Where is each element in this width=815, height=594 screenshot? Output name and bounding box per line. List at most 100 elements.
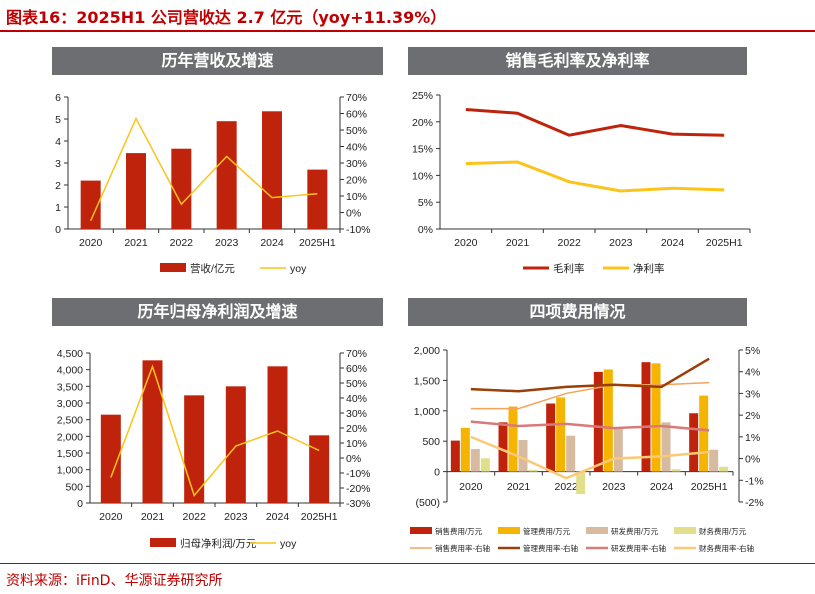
- x-tick-label: 2020: [79, 237, 103, 249]
- y2-tick-label: 3%: [745, 388, 760, 400]
- legend-label: 管理费用率-右轴: [523, 543, 578, 553]
- figure-title: 图表16：2025H1 公司营收达 2.7 亿元（yoy+11.39%）: [6, 8, 447, 27]
- legend-label: 归母净利润/万元: [180, 537, 257, 550]
- y-tick-label: 2,000: [414, 345, 440, 357]
- y-tick-label: 4,000: [57, 365, 83, 377]
- bar-3-0: [450, 440, 460, 472]
- bar-2-0: [225, 386, 246, 503]
- y-tick-label: 0: [77, 498, 83, 510]
- x-tick-label: 2021: [506, 237, 530, 249]
- y-tick-label: 3,000: [57, 398, 83, 410]
- legend-label: 管理费用/万元: [523, 526, 571, 536]
- y-tick-label: 3: [55, 158, 61, 170]
- x-tick-label: 2023: [215, 237, 239, 249]
- x-tick-label: 2024: [260, 237, 284, 249]
- y-tick-label: 1: [55, 202, 61, 214]
- line-series-1-0: [465, 107, 725, 137]
- line-series-0-1: [89, 116, 318, 222]
- legend-label: 毛利率: [553, 262, 585, 275]
- y-tick-label: 6: [55, 92, 61, 104]
- bar-3-3: [480, 458, 490, 472]
- legend-label: 销售费用率-右轴: [435, 543, 490, 553]
- bar-3-3: [576, 471, 586, 495]
- y2-tick-label: 60%: [346, 109, 367, 121]
- y-tick-label: 15%: [412, 144, 433, 156]
- y2-tick-label: 0%: [745, 454, 760, 466]
- y2-tick-label: 70%: [346, 348, 367, 360]
- bar-2-0: [309, 435, 330, 503]
- y2-tick-label: 40%: [346, 393, 367, 405]
- y2-tick-label: 2%: [745, 410, 760, 422]
- y2-tick-label: -10%: [346, 468, 371, 480]
- legend-swatch: [150, 538, 176, 547]
- legend-swatch: [498, 527, 520, 534]
- y-tick-label: 1,500: [414, 375, 440, 387]
- bar-3-2: [470, 449, 480, 472]
- y-tick-label: 2: [55, 180, 61, 192]
- y-tick-label: 1,000: [57, 465, 83, 477]
- bar-0-0: [307, 169, 328, 229]
- y-tick-label: 5%: [418, 197, 433, 209]
- line-series-1-1: [465, 160, 725, 193]
- y2-tick-label: 60%: [346, 363, 367, 375]
- y-tick-label: 25%: [412, 90, 433, 102]
- y-tick-label: 2,000: [57, 431, 83, 443]
- legend-label: 财务费用/万元: [699, 526, 747, 536]
- y-tick-label: 4: [55, 136, 61, 148]
- x-tick-label: 2022: [170, 237, 194, 249]
- x-tick-label: 2024: [266, 511, 290, 523]
- bar-3-2: [566, 435, 576, 472]
- legend-label: 营收/亿元: [190, 262, 235, 275]
- y2-tick-label: 4%: [745, 367, 760, 379]
- y-tick-label: 5: [55, 114, 61, 126]
- y2-tick-label: 50%: [346, 378, 367, 390]
- y2-tick-label: 0%: [346, 208, 361, 220]
- panel-title-netprofit: 历年归母净利润及增速: [52, 298, 383, 326]
- x-tick-label: 2021: [124, 237, 148, 249]
- line-series-2-1: [110, 364, 320, 498]
- y-tick-label: 2,500: [57, 415, 83, 427]
- y2-tick-label: 20%: [346, 175, 367, 187]
- bar-3-0: [593, 371, 603, 472]
- footer-rule: [0, 563, 815, 564]
- bar-0-0: [216, 121, 237, 229]
- x-tick-label: 2025H1: [691, 481, 728, 493]
- line-series-3-6: [470, 420, 710, 432]
- x-tick-label: 2021: [141, 511, 165, 523]
- bar-3-1: [508, 406, 518, 472]
- y-tick-label: 3,500: [57, 381, 83, 393]
- bar-3-0: [498, 422, 508, 472]
- x-tick-label: 2022: [554, 481, 578, 493]
- bar-2-0: [100, 414, 121, 503]
- x-tick-label: 2023: [224, 511, 248, 523]
- legend-label: 财务费用率-右轴: [699, 543, 754, 553]
- legend-label: 净利率: [633, 262, 665, 275]
- bar-3-1: [556, 397, 566, 472]
- y-tick-label: 1,500: [57, 448, 83, 460]
- x-tick-label: 2020: [459, 481, 483, 493]
- legend-swatch: [586, 527, 608, 534]
- legend-label: 研发费用率-右轴: [611, 543, 666, 553]
- bar-3-1: [651, 363, 661, 472]
- y2-tick-label: -10%: [346, 224, 371, 236]
- line-series-3-4: [470, 381, 710, 410]
- legend-label: yoy: [280, 538, 297, 550]
- line-series-3-7: [470, 435, 710, 480]
- bar-0-0: [262, 111, 282, 229]
- legend-swatch: [410, 527, 432, 534]
- y2-tick-label: 50%: [346, 125, 367, 137]
- y-tick-label: 500: [65, 481, 83, 493]
- x-tick-label: 2025H1: [706, 237, 743, 249]
- legend-label: 销售费用/万元: [435, 526, 483, 536]
- title-rule: [0, 30, 815, 32]
- legend-swatch: [160, 263, 186, 272]
- y-tick-label: 10%: [412, 170, 433, 182]
- y2-tick-label: 30%: [346, 408, 367, 420]
- line-series-3-5: [470, 357, 710, 393]
- y-tick-label: 1,000: [414, 406, 440, 418]
- y2-tick-label: -20%: [346, 483, 371, 495]
- y2-tick-label: -30%: [346, 498, 371, 510]
- bar-3-0: [689, 413, 699, 472]
- bar-3-2: [613, 429, 623, 472]
